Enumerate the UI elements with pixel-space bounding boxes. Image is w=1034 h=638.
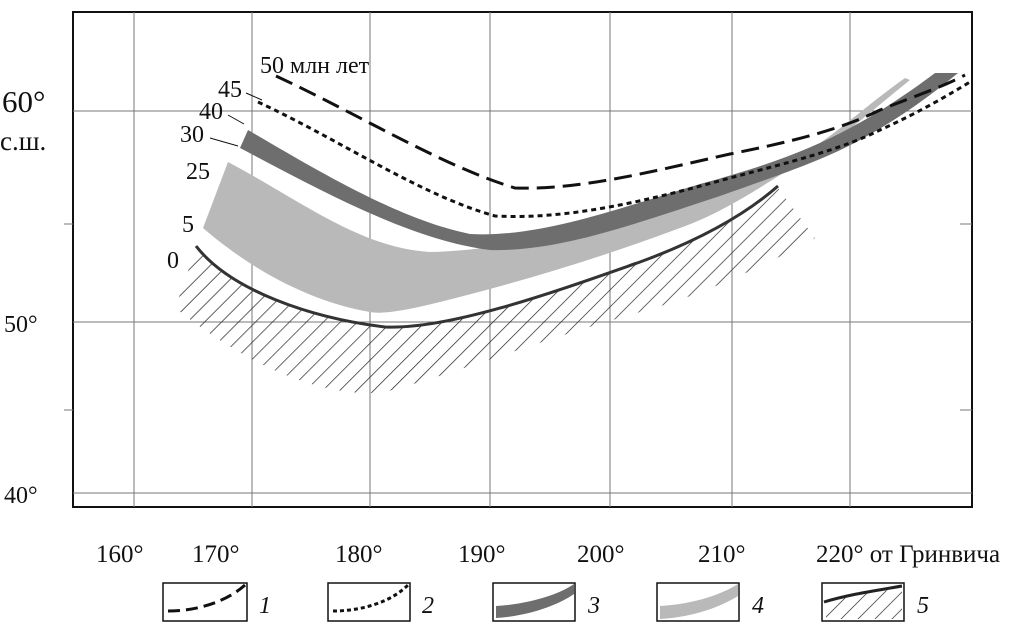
leader-30 (209, 137, 239, 147)
lon-label-190: 190° (458, 541, 506, 568)
lat-label-60: 60° (2, 84, 45, 119)
legend: 1 2 3 4 5 (162, 582, 929, 622)
lat-label-40: 40° (4, 483, 38, 509)
legend-symbol-dashed-line (167, 583, 247, 613)
leader-45 (245, 92, 263, 101)
light-band (203, 78, 910, 313)
legend-label-3: 3 (587, 593, 600, 619)
lon-label-170: 170° (192, 541, 240, 568)
age-label-25: 25 (186, 159, 210, 185)
age-label-30: 30 (180, 122, 204, 148)
lat-label-60-suffix: с.ш. (0, 126, 46, 156)
lat-label-50: 50° (4, 312, 38, 338)
legend-symbol-hatch-area (826, 588, 902, 619)
leader-40 (227, 114, 245, 125)
age-label-45: 45 (218, 77, 242, 103)
age-label-0: 0 (167, 248, 179, 274)
lon-label-160: 160° (96, 541, 144, 568)
legend-box-1 (162, 582, 248, 622)
legend-symbol-light-band (660, 584, 738, 619)
legend-label-1: 1 (259, 593, 271, 619)
age-label-50: 50 млн лет (260, 53, 370, 79)
map-frame (72, 11, 973, 508)
age-label-5: 5 (182, 212, 194, 238)
hatched-area (178, 188, 815, 394)
dashed-line-50ma (275, 73, 966, 190)
hatched-line-boundary (194, 184, 779, 329)
age-leaders (209, 92, 263, 147)
legend-symbol-dark-band (496, 584, 574, 618)
legend-symbol-hatched-line (823, 584, 903, 604)
lon-label-220: 220° от Гринвича (816, 541, 1000, 568)
lon-label-210: 210° (698, 541, 746, 568)
dotted-line-40ma (257, 80, 971, 218)
lon-label-180: 180° (335, 541, 383, 568)
age-label-40: 40 (199, 99, 223, 125)
legend-label-4: 4 (752, 593, 764, 619)
legend-box-2 (327, 582, 411, 622)
legend-label-5: 5 (917, 593, 929, 619)
legend-symbol-dotted-line (332, 583, 410, 613)
lon-label-200: 200° (577, 541, 625, 568)
legend-label-2: 2 (422, 593, 434, 619)
